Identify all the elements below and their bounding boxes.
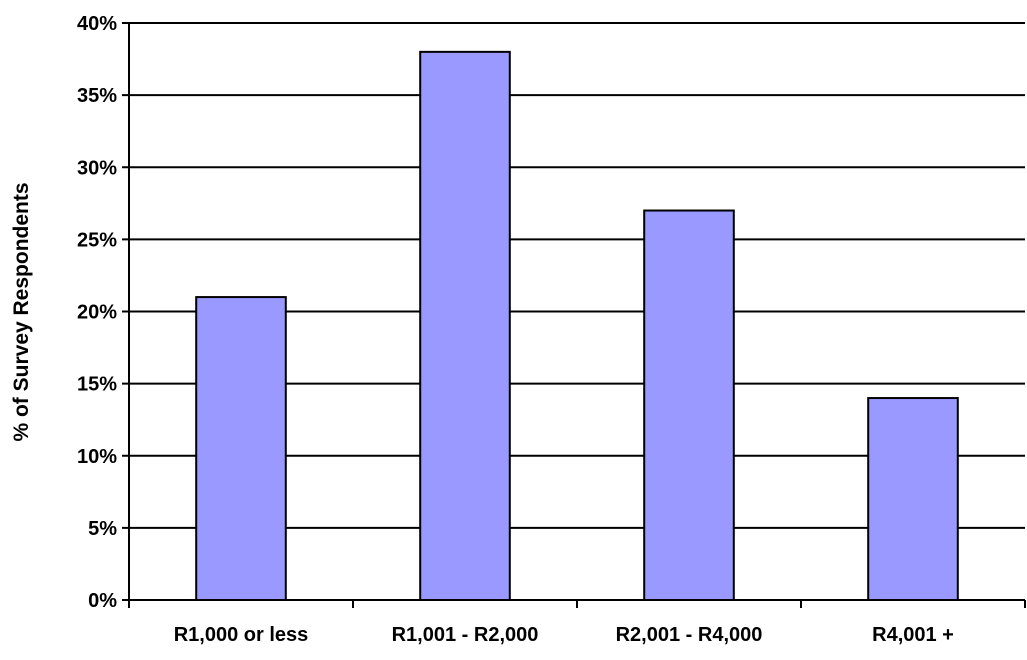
bar xyxy=(195,296,287,601)
bar xyxy=(867,397,959,601)
tick-labels: 0% 5% 10% 15% 20% 25% 30% 35% 40% R1,000 or less R… xyxy=(77,13,954,646)
y-tick-label: 15% xyxy=(77,374,117,396)
x-category-label: R1,001 - R2,000 xyxy=(392,624,539,646)
axes xyxy=(122,22,1026,608)
y-tick-label: 25% xyxy=(77,229,117,251)
bars xyxy=(195,50,959,602)
bar xyxy=(419,50,511,602)
y-tick-label: 40% xyxy=(77,13,117,35)
x-category-label: R2,001 - R4,000 xyxy=(616,624,763,646)
x-category-label: R4,001 + xyxy=(872,624,954,646)
y-tick-label: 20% xyxy=(77,302,117,324)
y-axis-title: % of Survey Respondents xyxy=(10,182,33,441)
y-tick-label: 5% xyxy=(88,518,117,540)
y-tick-label: 0% xyxy=(88,590,117,612)
x-category-label: R1,000 or less xyxy=(174,624,309,646)
bar xyxy=(643,209,735,601)
y-tick-label: 10% xyxy=(77,446,117,468)
y-tick-label: 35% xyxy=(77,85,117,107)
y-tick-label: 30% xyxy=(77,157,117,179)
